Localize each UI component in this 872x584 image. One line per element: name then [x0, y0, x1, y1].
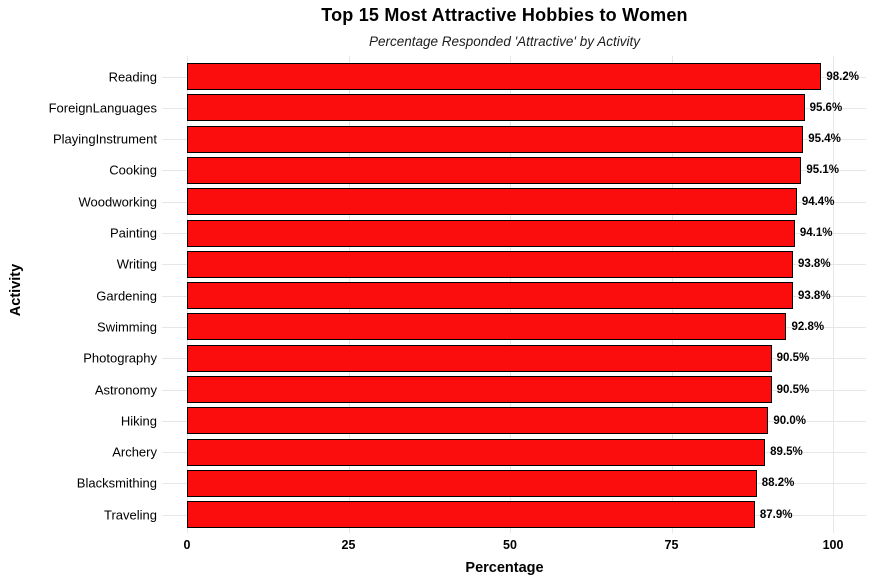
category-label: Hiking	[120, 413, 157, 429]
bar	[187, 125, 804, 153]
bar	[187, 469, 757, 497]
bar	[187, 376, 772, 403]
chart-subtitle: Percentage Responded 'Attractive' by Act…	[368, 34, 641, 49]
bar-value-label: 89.5%	[770, 446, 803, 459]
x-tick-label: 25	[341, 538, 356, 552]
bar	[187, 407, 769, 435]
category-label: Swimming	[97, 319, 157, 335]
bar	[187, 188, 797, 216]
bar	[187, 313, 787, 341]
category-label: Traveling	[104, 507, 157, 523]
bar	[187, 282, 793, 310]
bar	[187, 94, 805, 122]
bar	[187, 344, 772, 372]
category-label: Woodworking	[78, 194, 157, 210]
category-label: Archery	[112, 444, 157, 460]
x-tick-label: 0	[183, 538, 191, 552]
bar	[187, 219, 795, 247]
category-label: Gardening	[96, 288, 157, 304]
bar-value-label: 93.8%	[797, 258, 831, 271]
category-label: ForeignLanguages	[48, 100, 157, 116]
bar-value-label: 92.8%	[791, 320, 825, 333]
gridline-vertical	[833, 56, 834, 533]
chart-title: Top 15 Most Attractive Hobbies to Women	[321, 5, 688, 25]
bar-value-label: 94.1%	[799, 227, 833, 239]
bar	[187, 501, 755, 529]
x-tick-label: 75	[664, 538, 679, 552]
bar-value-label: 87.9%	[759, 508, 793, 521]
x-tick-label: 50	[503, 538, 517, 552]
bar-value-label: 93.8%	[797, 289, 831, 302]
bar-value-label: 95.4%	[808, 133, 841, 146]
category-label: Writing	[116, 256, 157, 272]
category-label: Reading	[108, 69, 157, 84]
bar-value-label: 88.2%	[761, 477, 795, 490]
category-label: PlayingInstrument	[52, 131, 157, 147]
x-tick-label: 100	[822, 538, 844, 552]
category-label: Cooking	[109, 162, 157, 178]
category-label: Astronomy	[94, 382, 157, 397]
bar-value-label: 95.6%	[809, 101, 843, 114]
bar	[187, 438, 766, 466]
bar-value-label: 94.4%	[801, 195, 835, 208]
category-label: Blacksmithing	[76, 475, 157, 491]
bar	[187, 63, 822, 90]
bar	[187, 250, 793, 278]
bar-value-label: 90.5%	[776, 352, 810, 365]
category-label: Painting	[110, 225, 157, 241]
plot-area: 98.2% 95.6% 95.4% 95.1% 94.4% 94.1% 93.8% 93.8%…	[162, 56, 866, 533]
bar-value-label: 98.2%	[826, 70, 859, 83]
bar-value-label: 95.1%	[806, 164, 839, 177]
category-label: Photography	[83, 350, 157, 366]
bar-value-label: 90.5%	[776, 383, 810, 396]
bar	[187, 156, 802, 184]
bar-value-label: 90.0%	[773, 414, 806, 427]
x-axis-label: Percentage	[465, 560, 544, 576]
